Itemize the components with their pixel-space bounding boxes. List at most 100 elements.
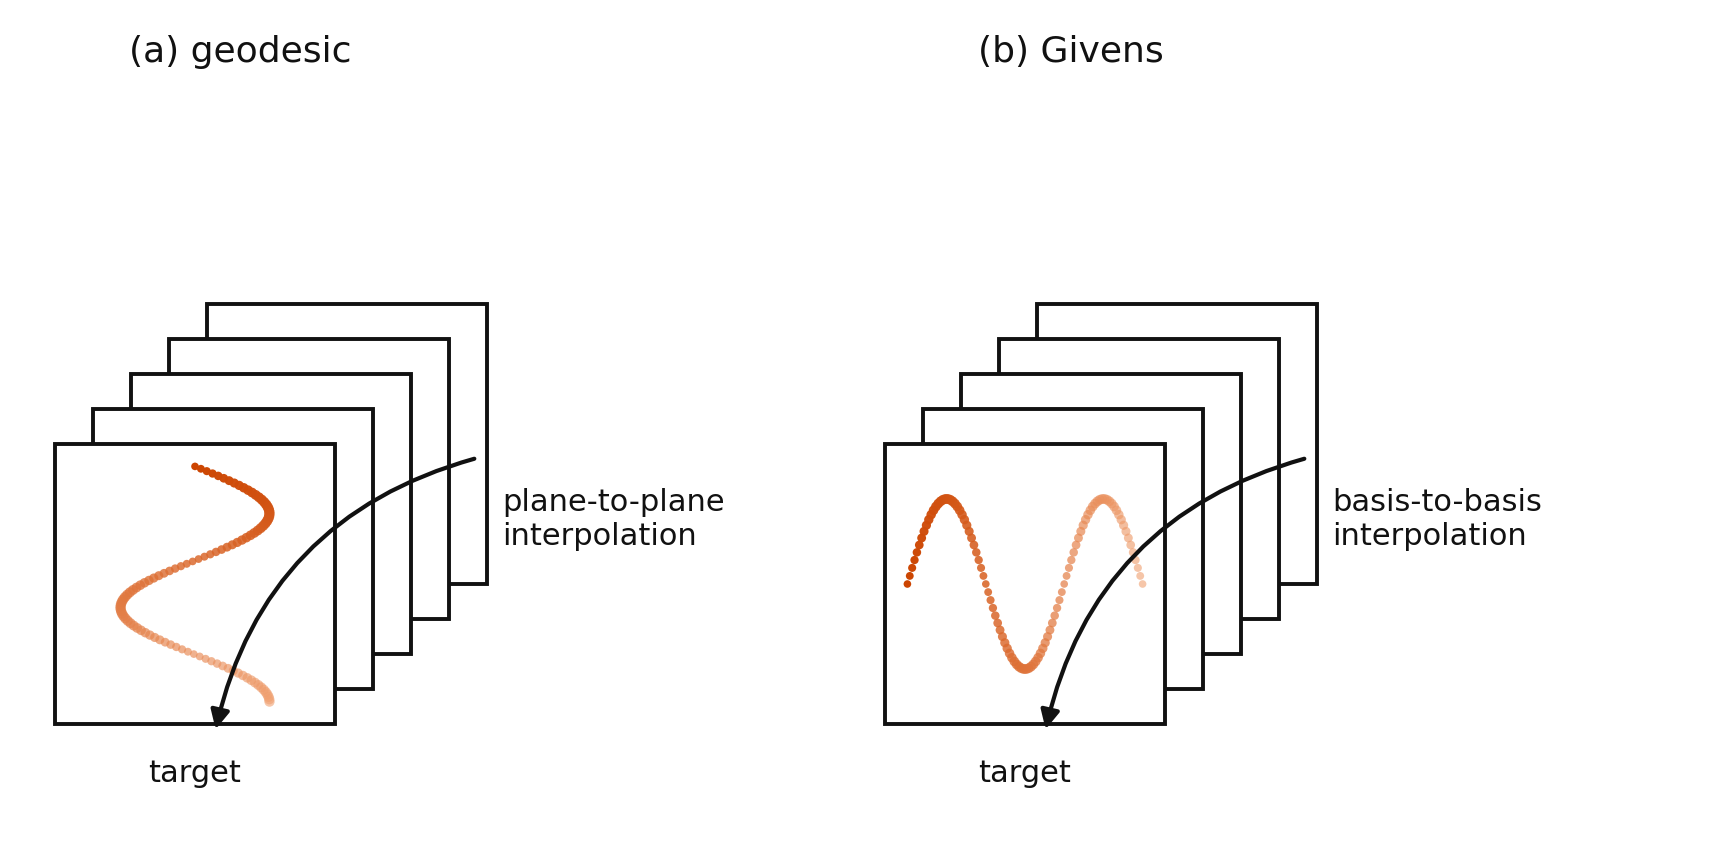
Point — [913, 518, 940, 532]
Bar — [93, 409, 373, 689]
Point — [107, 600, 135, 614]
Point — [1030, 641, 1057, 655]
Point — [229, 481, 257, 495]
Point — [179, 647, 207, 661]
Point — [197, 548, 224, 561]
Point — [964, 554, 992, 567]
Point — [141, 630, 169, 644]
Point — [186, 462, 214, 475]
Point — [987, 623, 1014, 636]
Point — [110, 590, 138, 603]
Point — [255, 692, 283, 706]
Point — [894, 577, 921, 591]
Point — [1113, 525, 1140, 538]
Point — [1045, 593, 1073, 607]
Point — [1013, 663, 1040, 676]
Point — [1095, 495, 1123, 508]
Point — [1040, 609, 1068, 622]
Point — [980, 601, 1007, 614]
Point — [938, 495, 966, 508]
Point — [202, 545, 229, 559]
Point — [250, 495, 278, 509]
Point — [119, 583, 147, 597]
Point — [252, 517, 279, 530]
Point — [119, 619, 147, 632]
Bar — [207, 304, 486, 584]
Point — [252, 685, 279, 699]
Point — [1102, 504, 1130, 517]
Point — [1070, 518, 1097, 532]
Point — [224, 536, 252, 549]
Point — [240, 526, 267, 539]
Point — [1082, 497, 1109, 511]
Point — [1116, 538, 1144, 552]
Point — [214, 540, 242, 554]
Point — [236, 528, 264, 542]
Point — [169, 642, 197, 656]
Point — [107, 602, 135, 615]
Point — [247, 680, 274, 694]
Point — [975, 586, 1002, 599]
Point — [1094, 493, 1121, 506]
Point — [963, 545, 990, 559]
Point — [982, 609, 1009, 622]
Point — [140, 571, 167, 585]
Point — [1026, 647, 1054, 660]
Point — [233, 671, 260, 684]
Point — [952, 518, 980, 532]
Point — [216, 473, 243, 487]
Point — [961, 538, 988, 552]
Point — [968, 561, 995, 575]
Point — [1121, 554, 1149, 567]
Point — [174, 645, 202, 658]
Point — [1068, 525, 1095, 538]
Point — [145, 569, 172, 582]
Point — [914, 513, 942, 527]
Text: target: target — [148, 759, 242, 788]
Point — [219, 664, 247, 678]
Point — [117, 616, 145, 630]
Point — [221, 476, 248, 490]
Point — [238, 674, 266, 687]
Point — [255, 512, 283, 526]
Point — [895, 569, 923, 582]
Point — [1088, 492, 1116, 506]
Point — [937, 493, 964, 506]
Point — [1106, 508, 1133, 522]
Point — [207, 543, 235, 556]
Point — [1052, 569, 1080, 582]
Point — [900, 554, 928, 567]
Point — [1090, 492, 1118, 506]
Point — [162, 562, 190, 576]
Point — [109, 595, 136, 609]
Point — [911, 525, 938, 538]
Point — [1014, 662, 1042, 675]
Point — [994, 641, 1021, 655]
Point — [942, 497, 969, 511]
Point — [1056, 561, 1083, 575]
Point — [1057, 554, 1085, 567]
Point — [1019, 657, 1047, 671]
Point — [219, 538, 247, 551]
Point — [1018, 660, 1045, 674]
Point — [1032, 636, 1059, 650]
Point — [1101, 500, 1128, 513]
Point — [128, 624, 155, 637]
Point — [1011, 663, 1038, 676]
Point — [229, 668, 257, 682]
Point — [933, 492, 961, 506]
Point — [1126, 569, 1154, 582]
Point — [245, 490, 273, 504]
Point — [112, 612, 140, 625]
Point — [988, 630, 1016, 643]
Bar — [131, 374, 411, 654]
Point — [899, 561, 926, 575]
Point — [186, 650, 214, 663]
Point — [956, 525, 983, 538]
FancyArrowPatch shape — [212, 459, 474, 725]
Point — [204, 657, 231, 670]
Point — [233, 531, 260, 544]
Point — [172, 557, 200, 571]
Point — [926, 495, 954, 508]
Point — [135, 574, 162, 587]
